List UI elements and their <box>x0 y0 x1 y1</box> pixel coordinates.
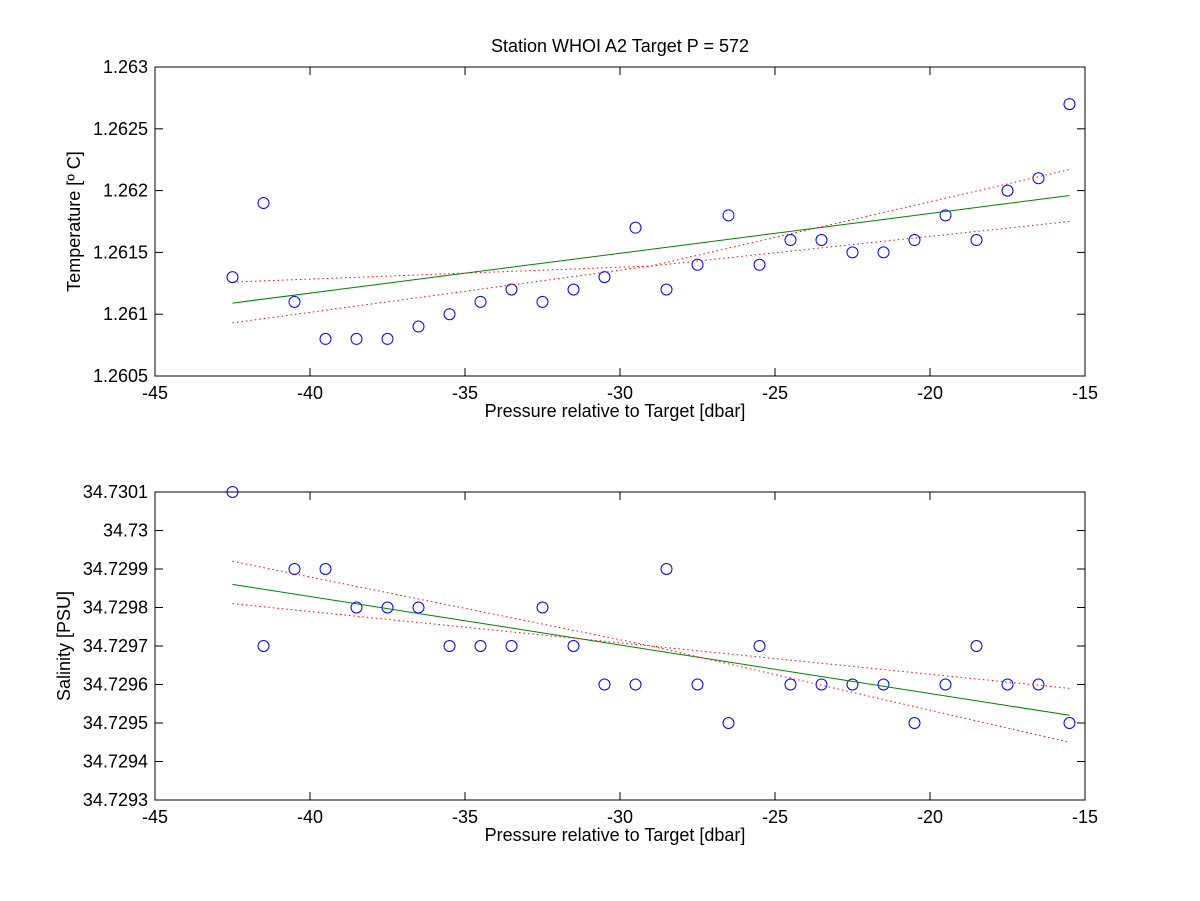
sal-x-tick-label: -20 <box>917 807 943 827</box>
temp-data-point <box>753 258 766 271</box>
sal-x-tick-label: -35 <box>452 807 478 827</box>
sal-y-tick-label: 34.7296 <box>83 675 148 695</box>
temp-axes-frame <box>154 66 1086 377</box>
temp-data-point <box>350 332 363 345</box>
temp-y-tick-label: 1.261 <box>103 304 148 324</box>
temp-data-point <box>1063 98 1076 111</box>
temp-data-point <box>784 234 797 247</box>
temp-data-point <box>474 295 487 308</box>
temp-data-point <box>381 332 394 345</box>
sal-axes-frame <box>154 491 1086 801</box>
temp-data-point <box>257 196 270 209</box>
temp-data-point <box>846 246 859 259</box>
sal-data-point <box>567 640 580 652</box>
figure-title: Station WHOI A2 Target P = 572 <box>491 36 749 56</box>
temp-data-point <box>319 332 332 345</box>
sal-data-point <box>536 601 549 614</box>
temp-data-point <box>877 246 890 259</box>
sal-x-tick-label: -45 <box>142 807 168 827</box>
sal-data-point <box>443 640 456 652</box>
temp-data-point <box>505 283 518 296</box>
sal-data-point <box>691 678 704 691</box>
sal-data-point <box>319 563 332 575</box>
temp-data-point <box>691 258 704 271</box>
sal-data-point <box>660 563 673 575</box>
temp-data-point <box>722 209 735 222</box>
sal-data-point <box>1063 717 1076 729</box>
sal-y-tick-label: 34.7295 <box>83 713 148 733</box>
sal-x-tick-label: -30 <box>607 807 633 827</box>
sal-data-point <box>722 717 735 729</box>
temp-x-tick-label: -45 <box>142 383 168 403</box>
temp-data-point <box>1001 184 1014 197</box>
temp-data-point <box>660 283 673 296</box>
sal-data-point <box>815 678 828 691</box>
temp-data-point <box>598 271 611 284</box>
temp-data-point <box>815 234 828 247</box>
temp-data-point <box>629 221 642 234</box>
sal-data-point <box>598 678 611 691</box>
temp-data-point <box>567 283 580 296</box>
temp-x-tick-label: -30 <box>607 383 633 403</box>
sal-x-tick-label: -25 <box>762 807 788 827</box>
temp-y-tick-label: 1.2605 <box>93 366 148 386</box>
sal-data-point <box>350 601 363 614</box>
temp-fit-line <box>232 195 1070 304</box>
sal-fit-line <box>232 583 1070 716</box>
temp-x-tick-label: -35 <box>452 383 478 403</box>
temp-data-point <box>226 271 239 284</box>
sal-data-point <box>877 678 890 691</box>
sal-data-point <box>970 640 983 652</box>
sal-x-tick-label: -40 <box>297 807 323 827</box>
sal-y-tick-label: 34.7298 <box>83 598 148 618</box>
temp-data-point <box>939 209 952 222</box>
sal-data-point <box>846 678 859 691</box>
temp-data-point <box>288 295 301 308</box>
sal-y-tick-label: 34.7301 <box>83 482 148 502</box>
sal-data-point <box>505 640 518 652</box>
temp-y-tick-label: 1.262 <box>103 181 148 201</box>
temp-y-tick-label: 1.2625 <box>93 119 148 139</box>
sal-data-point <box>784 678 797 691</box>
sal-data-point <box>753 640 766 652</box>
temp-data-point <box>908 234 921 247</box>
sal-y-tick-label: 34.7297 <box>83 636 148 656</box>
sal-data-point <box>474 640 487 652</box>
sal-x-axis-label: Pressure relative to Target [dbar] <box>485 825 746 845</box>
temp-data-point <box>443 308 456 321</box>
sal-data-point <box>908 717 921 729</box>
sal-data-point <box>629 678 642 691</box>
temp-data-point <box>970 234 983 247</box>
temp-y-tick-label: 1.263 <box>103 57 148 77</box>
sal-y-tick-label: 34.73 <box>103 521 148 541</box>
sal-y-tick-label: 34.7299 <box>83 559 148 579</box>
temperature-panel: -45 -40 -35 -30 -25 -20 -15 1.2605 1.261 1.2615 1.… <box>64 57 1098 421</box>
sal-data-point <box>257 640 270 652</box>
temp-y-axis-label: Temperature [º C] <box>64 151 84 292</box>
sal-x-tick-label: -15 <box>1072 807 1098 827</box>
temp-data-point <box>536 295 549 308</box>
sal-data-point <box>1001 678 1014 691</box>
temp-data-point <box>412 320 425 333</box>
temp-ci-lower-line <box>232 221 1070 324</box>
sal-data-point <box>288 563 301 575</box>
temp-ci-upper-line <box>232 169 1070 283</box>
temp-x-tick-label: -15 <box>1072 383 1098 403</box>
sal-y-tick-label: 34.7293 <box>83 790 148 810</box>
sal-data-point <box>939 678 952 691</box>
sal-ci-lower-line <box>232 603 1070 743</box>
sal-y-axis-label: Salinity [PSU] <box>54 591 74 701</box>
salinity-panel: -45 -40 -35 -30 -25 -20 -15 34.7293 34.7294 34.72… <box>54 482 1098 845</box>
sal-data-point <box>226 486 239 498</box>
temp-x-tick-label: -25 <box>762 383 788 403</box>
temp-x-axis-label: Pressure relative to Target [dbar] <box>485 401 746 421</box>
temp-x-tick-label: -40 <box>297 383 323 403</box>
temp-x-tick-label: -20 <box>917 383 943 403</box>
sal-ci-upper-line <box>232 560 1070 689</box>
temp-y-tick-label: 1.2615 <box>93 242 148 262</box>
sal-y-tick-label: 34.7294 <box>83 752 148 772</box>
